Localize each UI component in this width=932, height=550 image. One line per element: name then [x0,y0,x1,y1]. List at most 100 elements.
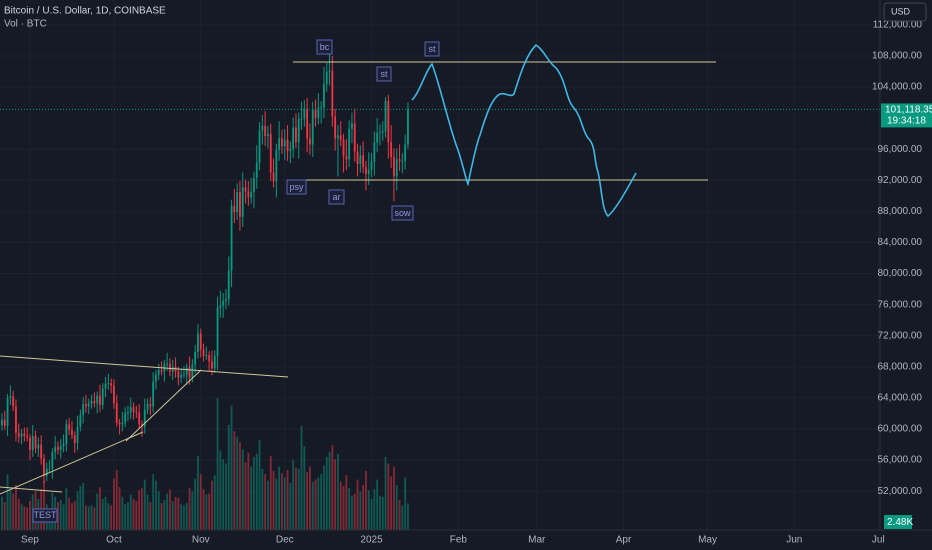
volume-bar [43,480,45,530]
volume-bar [255,453,258,530]
volume-bar [152,474,155,530]
candle-body [359,155,362,164]
annotation: sow [391,205,414,221]
volume-bar [311,481,314,530]
annotation-label: ar [332,192,340,202]
volume-bar [17,498,20,530]
volume-bar [146,494,149,530]
volume-bar [71,503,73,530]
volume-bar [222,459,225,530]
candle-body [401,160,404,162]
candle-body [124,412,127,423]
countdown-label: 19:34:18 [887,116,926,127]
y-tick-label: 92,000.00 [878,175,923,186]
candle-body [87,403,90,407]
candle-body [395,159,398,177]
y-tick-label: 96,000.00 [878,144,923,155]
candle-body [149,404,152,407]
volume-bar [79,486,82,530]
candle-body [236,191,239,213]
candle-body [82,404,85,415]
currency-label[interactable]: USD [891,6,911,16]
candle-body [373,142,376,162]
volume-bar [205,494,208,530]
candle-body [152,381,155,407]
x-tick-label: 2025 [360,535,383,546]
annotation: bc [316,39,333,55]
candle-body [283,139,286,147]
volume-bar [202,489,205,530]
candle-body [289,149,292,151]
x-tick-label: Apr [616,535,632,546]
volume-bar [90,505,93,530]
volume-bar [213,475,216,530]
candles [0,53,880,484]
candle-body [275,149,278,182]
volume-bar [9,489,12,530]
volume-bar [272,470,275,530]
volume-bar [342,486,345,530]
candle-body [297,118,300,143]
volume-bar [1,496,3,530]
candle-body [54,446,57,453]
y-tick-label: 72,000.00 [878,330,923,341]
candle-body [331,70,334,117]
volume-bar [143,479,146,530]
volume-bar [233,431,236,530]
candle-body [20,433,23,437]
candle-body [398,159,401,161]
candle-body [146,404,149,410]
candle-body [76,426,79,443]
candle-body [65,424,68,444]
last-price-label: 101,118.35 [885,105,932,116]
volume-bar [269,455,272,530]
annotation-label: TEST [33,510,57,520]
volume-bar [365,470,367,530]
candle-body [311,109,314,145]
candle-body [115,403,118,423]
volume-bar [96,493,99,530]
volume-bar [373,489,376,530]
y-tick-label: 84,000.00 [878,237,923,248]
candle-body [300,118,303,120]
volume-bar [401,505,404,530]
candle-body [261,125,264,131]
candle-body [309,138,311,145]
volume-bar [362,484,365,530]
volume-bar [127,502,129,530]
candle-body [199,333,202,350]
volume-bar [26,507,29,530]
candle-body [353,123,356,152]
candle-body [135,411,138,413]
candle-body [230,205,233,271]
volume-bar [93,507,96,530]
volume-bar [169,489,171,530]
candle-body [334,116,337,139]
candle-body [59,446,62,450]
candle-body [57,446,59,450]
volume-bar [283,477,286,530]
candle-body [110,383,113,386]
currency-button[interactable] [883,2,927,22]
annotation-label: sow [394,208,411,218]
candle-body [48,468,51,470]
volume-bar [219,450,222,530]
volume-bar [225,463,227,530]
candle-body [286,139,289,151]
trend-line [125,369,202,442]
volume-bar [113,478,115,530]
volume-bar [258,439,261,530]
volume-bar [99,487,101,530]
x-tick-label: Dec [276,535,294,546]
volume-bar [160,503,163,530]
volume-bar [281,473,283,530]
volume-bar [155,480,157,530]
x-tick-label: Nov [192,535,210,546]
y-tick-label: 68,000.00 [878,361,923,372]
volume-bar [177,497,180,530]
indicator-label: Vol · BTC [4,19,47,30]
y-tick-label: 80,000.00 [878,268,923,279]
volume-bar [3,502,6,530]
candle-body [37,444,40,449]
